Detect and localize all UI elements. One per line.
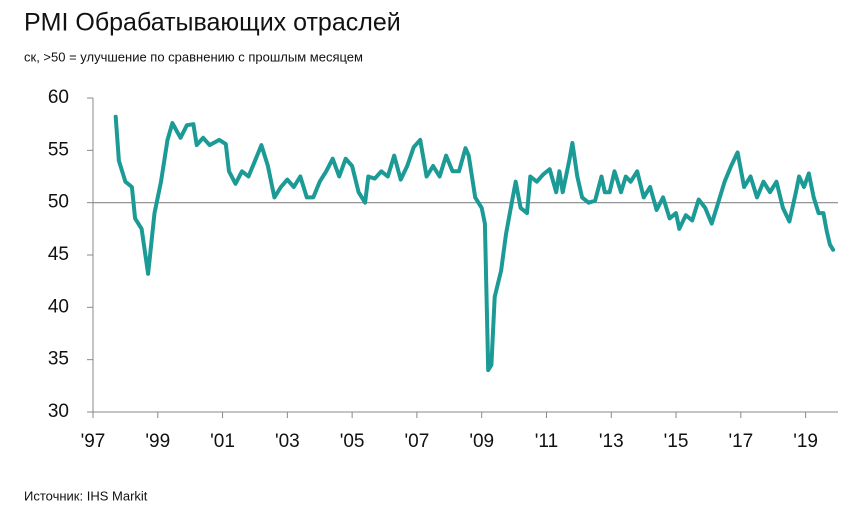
x-tick-label: '99 (145, 431, 170, 452)
x-tick-label: '07 (405, 431, 430, 452)
y-tick-label: 50 (48, 192, 69, 213)
x-tick-label: '97 (81, 431, 106, 452)
x-tick-label: '11 (535, 431, 558, 452)
y-tick-label: 55 (48, 139, 69, 160)
x-tick-label: '05 (340, 431, 365, 452)
x-tick-label: '15 (664, 431, 689, 452)
y-tick-label: 40 (48, 296, 69, 317)
x-tick-label: '17 (728, 431, 753, 452)
x-tick-label: '19 (793, 431, 818, 452)
chart-subtitle: ск, >50 = улучшение по сравнению с прошл… (24, 49, 363, 64)
x-tick-label: '09 (469, 431, 494, 452)
y-tick-label: 30 (48, 401, 69, 422)
data-line (113, 114, 836, 373)
y-tick-label: 35 (48, 349, 69, 370)
y-tick-label: 60 (48, 87, 69, 108)
x-tick-label: '13 (599, 431, 624, 452)
x-tick-label: '01 (210, 431, 235, 452)
y-tick-label: 45 (48, 244, 69, 265)
source-note: Источник: IHS Markit (24, 488, 148, 503)
x-tick-label: '03 (275, 431, 300, 452)
chart-title: PMI Обрабатывающих отраслей (24, 9, 401, 37)
